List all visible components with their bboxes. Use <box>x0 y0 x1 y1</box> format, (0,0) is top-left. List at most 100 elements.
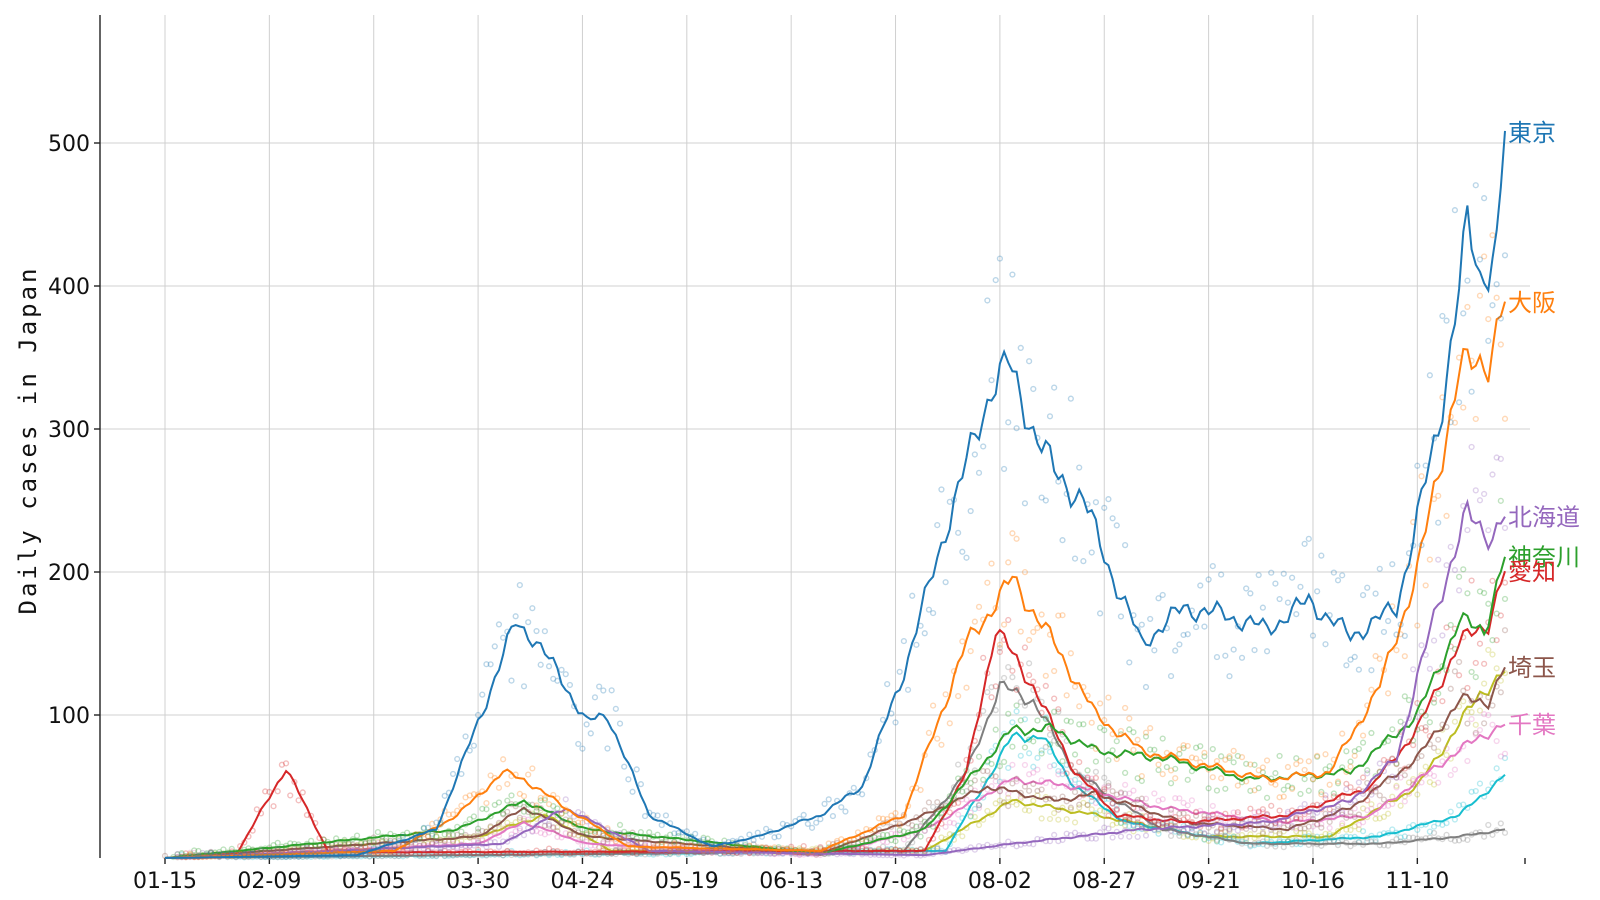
data-point <box>1051 708 1058 715</box>
data-point <box>1209 563 1216 570</box>
data-point <box>441 792 448 799</box>
data-point <box>1188 825 1196 832</box>
data-point <box>1126 715 1133 722</box>
data-point <box>1230 747 1237 754</box>
data-point <box>558 666 565 673</box>
data-point <box>1481 589 1488 597</box>
data-point <box>1355 826 1362 833</box>
data-point <box>462 794 469 801</box>
data-point <box>1255 820 1262 827</box>
data-point <box>1247 805 1254 812</box>
data-point <box>988 377 995 384</box>
data-point <box>1364 835 1371 842</box>
data-point <box>1501 252 1509 259</box>
data-point <box>1464 526 1471 534</box>
data-point <box>1314 833 1321 840</box>
data-point <box>1076 703 1083 710</box>
data-point <box>1092 499 1100 506</box>
data-point <box>946 498 953 505</box>
data-point <box>1021 716 1029 723</box>
data-point <box>1376 792 1383 799</box>
data-point <box>1259 806 1266 813</box>
data-point <box>1230 833 1237 840</box>
data-point <box>980 767 987 775</box>
data-point <box>1176 828 1183 835</box>
data-point <box>1468 388 1475 395</box>
data-point <box>1368 791 1375 798</box>
data-point <box>441 847 448 855</box>
data-point <box>1013 686 1020 693</box>
data-point <box>541 796 548 804</box>
data-point <box>1485 337 1492 344</box>
data-point <box>1067 806 1074 813</box>
x-tick-label: 11-10 <box>1385 869 1449 894</box>
data-point <box>1051 809 1058 817</box>
data-point <box>1368 787 1375 794</box>
data-point <box>1255 808 1262 815</box>
data-point <box>1026 736 1033 743</box>
data-point <box>1151 790 1158 797</box>
data-point <box>1000 674 1008 682</box>
data-point <box>516 790 523 797</box>
data-point <box>1113 807 1120 814</box>
data-point <box>1000 465 1008 473</box>
data-point <box>1226 754 1233 762</box>
data-point <box>483 661 490 668</box>
data-point <box>1105 784 1112 791</box>
data-point <box>487 661 494 668</box>
data-point <box>1238 654 1246 661</box>
data-point <box>395 850 402 857</box>
data-point <box>1134 819 1141 826</box>
data-point <box>1222 828 1229 836</box>
data-point <box>1276 794 1283 801</box>
data-point <box>1468 788 1475 795</box>
data-point <box>975 821 983 829</box>
data-point <box>1000 621 1008 628</box>
data-point <box>1071 776 1079 783</box>
data-point <box>946 809 953 816</box>
data-point <box>992 778 999 785</box>
data-point <box>1159 771 1166 778</box>
data-point <box>1134 736 1141 743</box>
data-point <box>1009 719 1016 726</box>
data-point <box>1355 745 1362 753</box>
data-point <box>1218 824 1225 831</box>
data-point <box>963 796 970 803</box>
data-point <box>1096 807 1104 814</box>
data-point <box>1322 792 1329 799</box>
data-point <box>1476 292 1484 299</box>
data-point <box>1351 813 1358 820</box>
data-point <box>996 641 1003 648</box>
data-point <box>1209 745 1216 753</box>
data-point <box>1472 659 1479 667</box>
data-point <box>566 830 574 837</box>
data-point <box>558 810 565 817</box>
data-point <box>1460 404 1467 411</box>
data-point <box>1030 769 1037 776</box>
data-point <box>383 848 390 856</box>
series-line <box>164 301 1506 859</box>
data-point <box>1380 756 1388 764</box>
data-point <box>420 850 427 857</box>
data-point <box>1414 622 1421 629</box>
data-point <box>1126 822 1133 830</box>
data-point <box>1109 800 1116 807</box>
data-point <box>1435 690 1442 697</box>
data-point <box>667 843 674 850</box>
data-point <box>533 847 540 854</box>
data-point <box>1021 569 1029 576</box>
data-point <box>1284 763 1292 771</box>
data-point <box>1501 579 1509 586</box>
data-point <box>1393 784 1400 791</box>
data-point <box>1142 832 1150 839</box>
data-point <box>1205 785 1212 792</box>
data-point <box>525 816 532 823</box>
data-point <box>1318 791 1325 798</box>
data-point <box>963 787 970 795</box>
data-point <box>1489 702 1496 709</box>
data-point <box>1418 779 1425 786</box>
data-point <box>996 797 1003 804</box>
data-point <box>1105 782 1112 789</box>
data-point <box>1142 683 1150 691</box>
data-point <box>1130 828 1137 835</box>
